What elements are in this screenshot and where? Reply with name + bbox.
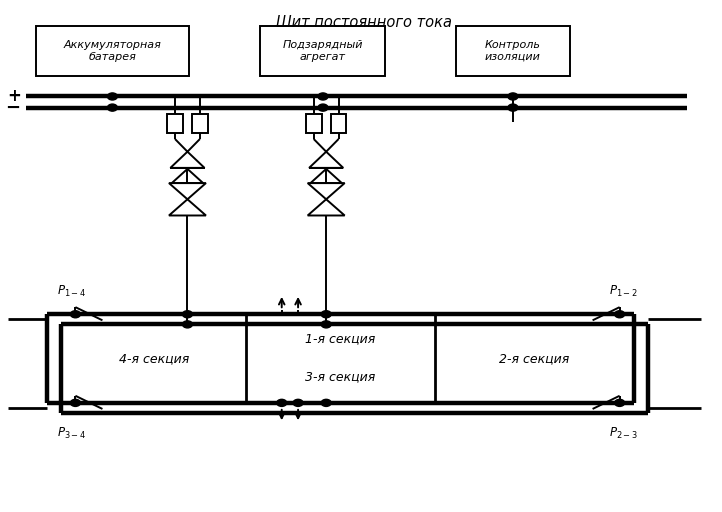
- Text: 1-я секция: 1-я секция: [305, 332, 375, 345]
- Text: $P_{3-4}$: $P_{3-4}$: [57, 425, 87, 441]
- Circle shape: [277, 399, 287, 407]
- Text: 4-я секция: 4-я секция: [118, 352, 188, 365]
- Circle shape: [321, 311, 331, 318]
- Text: Шит постоянного тока: Шит постоянного тока: [276, 15, 451, 30]
- Bar: [192, 114, 208, 133]
- Text: Аккумуляторная
батарея: Аккумуляторная батарея: [64, 40, 162, 61]
- Bar: [331, 114, 347, 133]
- Text: $P_{1-4}$: $P_{1-4}$: [57, 284, 87, 299]
- Text: Подзарядный
агрегат: Подзарядный агрегат: [282, 40, 363, 61]
- Circle shape: [71, 399, 80, 407]
- Circle shape: [321, 321, 331, 328]
- Circle shape: [183, 311, 193, 318]
- Circle shape: [508, 104, 518, 111]
- Circle shape: [508, 93, 518, 100]
- Bar: [168, 114, 183, 133]
- Text: $P_{1-2}$: $P_{1-2}$: [609, 284, 638, 299]
- Circle shape: [71, 311, 80, 318]
- Circle shape: [183, 321, 193, 328]
- Circle shape: [614, 311, 625, 318]
- Text: Контроль
изоляции: Контроль изоляции: [485, 40, 541, 61]
- Circle shape: [318, 104, 328, 111]
- Text: +: +: [6, 88, 21, 105]
- Circle shape: [108, 93, 118, 100]
- Circle shape: [108, 104, 118, 111]
- Circle shape: [614, 399, 625, 407]
- Bar: [36, 26, 189, 76]
- Text: 2-я секция: 2-я секция: [499, 352, 570, 365]
- Text: $P_{2-3}$: $P_{2-3}$: [609, 425, 638, 441]
- Bar: [306, 114, 321, 133]
- Bar: [456, 26, 570, 76]
- Text: 3-я секция: 3-я секция: [305, 370, 375, 383]
- Circle shape: [293, 399, 303, 407]
- Bar: [261, 26, 385, 76]
- Text: −: −: [6, 99, 21, 117]
- Circle shape: [321, 399, 331, 407]
- Circle shape: [318, 93, 328, 100]
